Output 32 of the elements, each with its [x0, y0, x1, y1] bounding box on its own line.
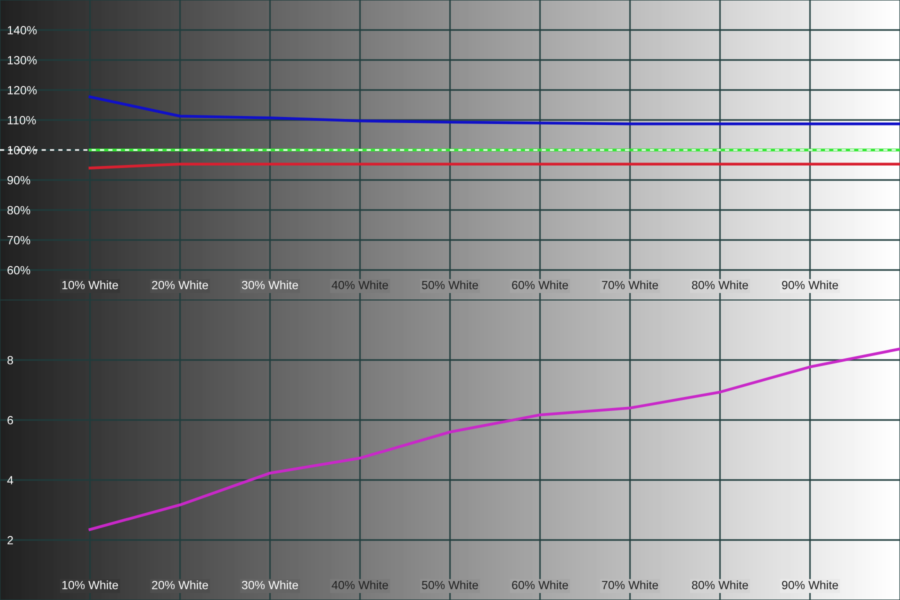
y-tick-label: 140%	[8, 26, 37, 34]
x-tick-label: 20% White	[152, 580, 208, 590]
y-tick-label: 90%	[8, 176, 30, 184]
x-tick-label: 50% White	[422, 280, 478, 290]
y-tick-label: 70%	[8, 236, 30, 244]
y-tick-label: 80%	[7, 206, 30, 214]
y-tick-label: 60%	[8, 266, 30, 274]
line-series	[88, 348, 900, 531]
x-tick-label: 60% White	[512, 580, 568, 590]
y-tick-label: 120%	[8, 86, 37, 94]
y-tick-label: 8	[7, 356, 13, 364]
x-tick-label: 50% White	[422, 580, 478, 590]
y-tick-label: 130%	[8, 56, 37, 64]
x-tick-label: 60% White	[512, 280, 568, 290]
x-tick-label: 70% White	[602, 580, 658, 590]
x-tick-label: 80% White	[692, 580, 748, 590]
x-tick-label: 40% White	[332, 580, 388, 590]
x-tick-label: 90% White	[782, 280, 838, 290]
x-tick-label: 30% White	[242, 580, 298, 590]
y-tick-label: 2	[8, 536, 13, 544]
y-tick-label: 4	[7, 476, 14, 484]
x-tick-label: 80% White	[692, 280, 748, 290]
x-tick-label: 10% White	[62, 280, 118, 290]
y-tick-label: 110%	[8, 116, 36, 124]
line-series	[88, 96, 900, 126]
x-tick-label: 20% White	[152, 280, 208, 290]
y-tick-label: 6	[8, 416, 13, 424]
x-tick-label: 30% White	[242, 280, 298, 290]
x-tick-label: 70% White	[602, 280, 658, 290]
x-tick-label: 90% White	[782, 580, 838, 590]
x-tick-label: 40% White	[332, 280, 388, 290]
x-tick-label: 10% White	[62, 580, 118, 590]
